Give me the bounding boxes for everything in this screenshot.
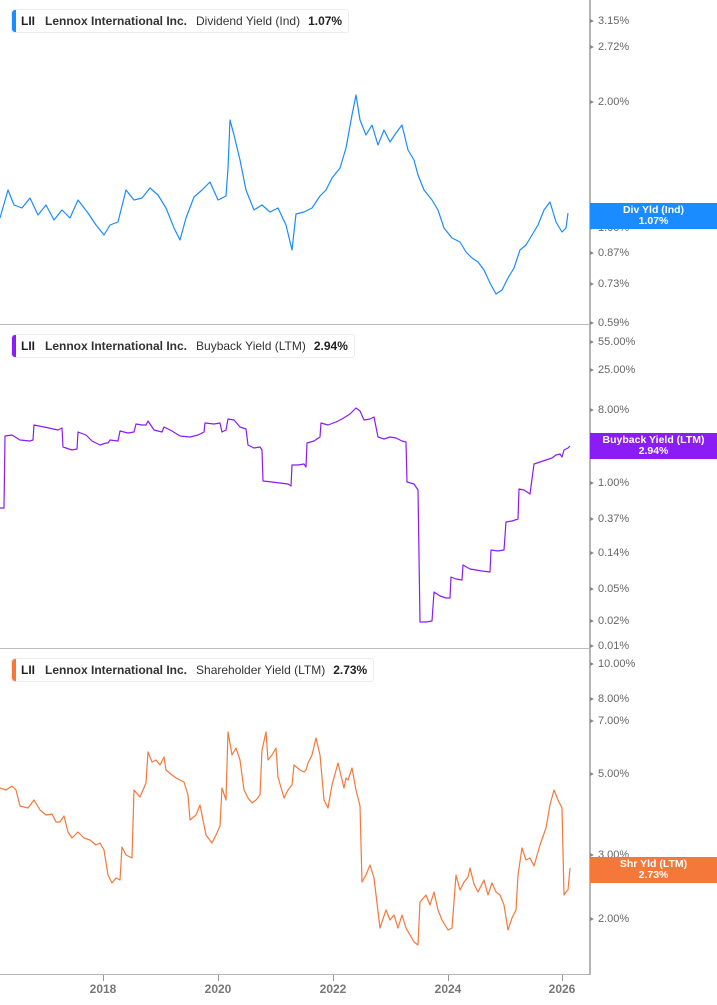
y-tick-label: 0.73% xyxy=(589,278,630,290)
x-tick-mark xyxy=(333,975,334,981)
x-tick-mark xyxy=(562,975,563,981)
panel-separator xyxy=(0,324,589,325)
x-tick-label: 2018 xyxy=(89,982,117,996)
y-tick-label: 8.00% xyxy=(589,693,630,705)
company-name: Lennox International Inc. xyxy=(45,339,188,353)
y-tick-label: 0.87% xyxy=(589,247,630,259)
metric-name: Buyback Yield (LTM) xyxy=(196,339,306,353)
company-name: Lennox International Inc. xyxy=(45,14,188,28)
series-color-bar xyxy=(12,659,16,681)
buyback-yield-badge: Buyback Yield (LTM) 2.94% xyxy=(590,433,717,459)
x-tick-mark xyxy=(103,975,104,981)
x-tick-label: 2022 xyxy=(319,982,347,996)
chart-lines xyxy=(0,94,571,946)
x-tick-label: 2024 xyxy=(434,982,462,996)
x-axis-line xyxy=(0,974,591,975)
y-tick-label: 1.00% xyxy=(589,477,630,489)
series-color-bar xyxy=(12,335,16,357)
y-tick-label: 0.01% xyxy=(589,640,630,652)
y-tick-label: 0.14% xyxy=(589,547,630,559)
ticker: LII xyxy=(21,663,35,677)
legend-buyback-yield[interactable]: LII Lennox International Inc. Buyback Yi… xyxy=(11,334,355,358)
x-tick-mark xyxy=(218,975,219,981)
ticker: LII xyxy=(21,14,35,28)
metric-value: 1.07% xyxy=(308,14,343,28)
y-tick-label: 7.00% xyxy=(589,715,630,727)
x-tick-label: 2026 xyxy=(548,982,576,996)
y-tick-label: 8.00% xyxy=(589,404,630,416)
y-tick-label: 3.15% xyxy=(589,15,630,27)
badge-value: 2.73% xyxy=(638,869,669,881)
dividend-yield-badge: Div Yld (Ind) 1.07% xyxy=(590,203,717,229)
ticker: LII xyxy=(21,339,35,353)
y-tick-label: 0.59% xyxy=(589,317,630,329)
y-axis-line xyxy=(589,0,591,975)
y-tick-label: 2.00% xyxy=(589,96,630,108)
badge-label: Div Yld (Ind) xyxy=(622,204,685,216)
metric-value: 2.94% xyxy=(313,339,348,353)
y-tick-label: 0.05% xyxy=(589,583,630,595)
y-tick-label: 2.72% xyxy=(589,41,630,53)
y-tick-label: 0.02% xyxy=(589,615,630,627)
shareholder-yield-badge: Shr Yld (LTM) 2.73% xyxy=(590,857,717,883)
metric-name: Shareholder Yield (LTM) xyxy=(196,663,326,677)
badge-label: Buyback Yield (LTM) xyxy=(602,434,705,446)
company-name: Lennox International Inc. xyxy=(45,663,188,677)
buyback-yield-line xyxy=(0,407,571,623)
y-tick-label: 2.00% xyxy=(589,913,630,925)
badge-value: 1.07% xyxy=(638,215,669,227)
x-tick-label: 2020 xyxy=(204,982,232,996)
y-tick-label: 5.00% xyxy=(589,768,630,780)
y-tick-label: 10.00% xyxy=(589,658,636,670)
metric-value: 2.73% xyxy=(333,663,368,677)
legend-shareholder-yield[interactable]: LII Lennox International Inc. Shareholde… xyxy=(11,658,375,682)
badge-label: Shr Yld (LTM) xyxy=(619,858,688,870)
y-tick-label: 55.00% xyxy=(589,336,636,348)
metric-name: Dividend Yield (Ind) xyxy=(196,14,301,28)
panel-separator xyxy=(0,648,589,649)
legend-dividend-yield[interactable]: LII Lennox International Inc. Dividend Y… xyxy=(11,9,350,33)
y-tick-label: 25.00% xyxy=(589,364,636,376)
badge-value: 2.94% xyxy=(638,445,669,457)
series-color-bar xyxy=(12,10,16,32)
y-tick-label: 0.37% xyxy=(589,513,630,525)
dividend-yield-line xyxy=(0,94,569,295)
shareholder-yield-line xyxy=(0,731,571,946)
x-tick-mark xyxy=(448,975,449,981)
